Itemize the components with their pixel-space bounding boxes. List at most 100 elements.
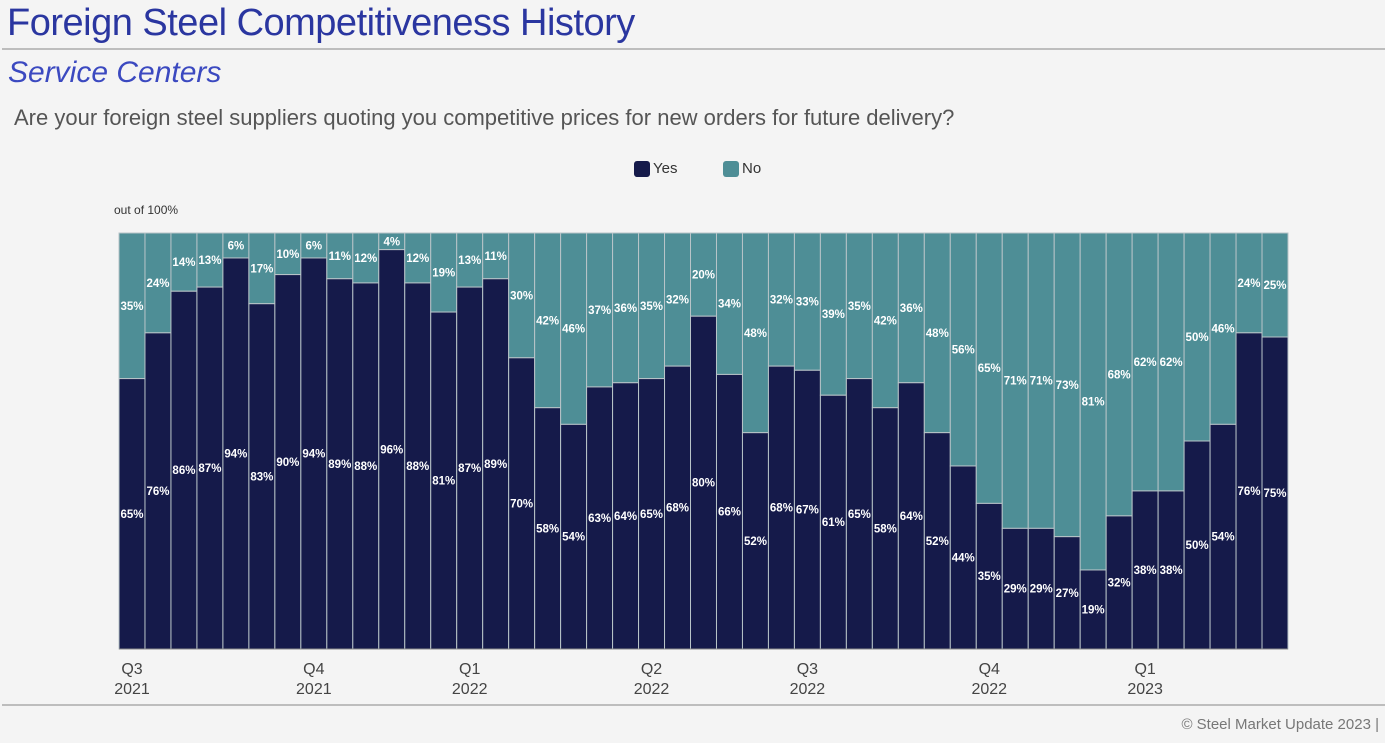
data-label-yes-20: 65% [640,509,663,521]
data-label-yes-19: 64% [614,511,637,523]
bar-yes-43 [1235,332,1263,650]
data-label-yes-35: 29% [1030,584,1053,596]
bar-yes-33 [975,502,1003,650]
data-label-no-40: 62% [1160,357,1183,369]
data-label-no-38: 68% [1108,369,1131,381]
survey-question: Are your foreign steel suppliers quoting… [14,105,955,130]
data-label-yes-3: 87% [198,463,221,475]
data-label-yes-13: 87% [458,463,481,475]
data-label-yes-44: 75% [1263,488,1286,500]
bar-no-5 [248,232,276,305]
bar-yes-16 [534,407,562,650]
x-tick-quarter-4: Q3 [797,661,818,678]
bar-yes-36 [1053,536,1081,650]
data-label-yes-8: 89% [328,459,351,471]
x-tick-quarter-0: Q3 [121,661,142,678]
data-label-no-29: 42% [874,315,897,327]
x-tick-year-3: 2022 [634,681,670,698]
legend-swatch-no [723,160,739,177]
bar-no-7 [300,232,328,259]
data-label-yes-30: 64% [900,511,923,523]
bar-no-23 [715,232,743,375]
data-label-no-41: 50% [1186,332,1209,344]
bar-no-29 [871,232,899,409]
x-tick-year-6: 2023 [1127,681,1163,698]
bar-yes-30 [897,382,925,650]
data-label-yes-15: 70% [510,498,533,510]
bar-yes-26 [793,369,821,650]
legend-swatch-yes [634,160,650,177]
data-label-yes-6: 90% [276,457,299,469]
bar-no-34 [1001,232,1029,529]
data-label-yes-11: 88% [406,461,429,473]
data-label-yes-43: 76% [1238,486,1261,498]
data-label-no-30: 36% [900,303,923,315]
data-label-no-43: 24% [1238,278,1261,290]
x-tick-quarter-6: Q1 [1134,661,1155,678]
data-label-no-18: 37% [588,305,611,317]
data-label-yes-21: 68% [666,503,689,515]
data-label-yes-17: 54% [562,532,585,544]
data-label-yes-22: 80% [692,478,715,490]
data-label-no-10: 4% [383,236,400,248]
data-label-no-39: 62% [1134,357,1157,369]
legend-item-yes[interactable]: Yes [634,160,677,177]
x-tick-quarter-2: Q1 [459,661,480,678]
data-label-no-26: 33% [796,297,819,309]
bar-yes-2 [170,290,198,650]
bar-no-4 [222,232,250,259]
bar-yes-1 [144,332,172,650]
bar-yes-32 [949,465,977,650]
data-label-yes-10: 96% [380,444,403,456]
data-label-no-1: 24% [146,278,169,290]
bar-no-18 [586,232,614,388]
bar-no-28 [845,232,873,380]
legend-item-no[interactable]: No [723,160,761,177]
data-label-no-31: 48% [926,328,949,340]
bar-no-33 [975,232,1003,504]
data-label-yes-26: 67% [796,505,819,517]
bar-yes-40 [1157,490,1185,650]
data-label-no-21: 32% [666,295,689,307]
data-label-no-15: 30% [510,290,533,302]
bar-no-40 [1157,232,1185,492]
data-label-no-24: 48% [744,328,767,340]
bar-yes-39 [1131,490,1159,650]
data-label-no-32: 56% [952,344,975,356]
x-tick-quarter-1: Q4 [303,661,324,678]
bar-no-17 [560,232,588,425]
data-label-yes-24: 52% [744,536,767,548]
bar-no-44 [1261,232,1289,338]
data-label-yes-14: 89% [484,459,507,471]
bar-yes-12 [430,311,458,650]
data-label-no-16: 42% [536,315,559,327]
bar-yes-24 [741,432,769,650]
data-label-no-8: 11% [329,251,351,263]
bar-yes-21 [664,365,692,650]
bar-yes-42 [1209,423,1237,650]
data-label-no-5: 17% [250,263,273,275]
data-label-yes-18: 63% [588,513,611,525]
bar-yes-6 [274,274,302,650]
bar-yes-19 [612,382,640,650]
data-label-no-13: 13% [458,255,481,267]
data-label-yes-36: 27% [1056,588,1079,600]
data-label-yes-7: 94% [302,448,325,460]
data-label-no-14: 11% [484,251,506,263]
x-tick-year-4: 2022 [790,681,826,698]
data-label-no-7: 6% [306,240,323,252]
bar-no-11 [404,232,432,284]
data-label-yes-0: 65% [120,509,143,521]
bar-no-43 [1235,232,1263,334]
data-label-yes-27: 61% [822,517,845,529]
data-label-yes-31: 52% [926,536,949,548]
x-tick-year-2: 2022 [452,681,488,698]
data-label-no-33: 65% [978,363,1001,375]
bar-no-32 [949,232,977,467]
data-label-yes-38: 32% [1108,577,1131,589]
data-label-no-19: 36% [614,303,637,315]
data-label-yes-40: 38% [1160,565,1183,577]
data-label-no-42: 46% [1212,324,1235,336]
data-label-yes-4: 94% [224,448,247,460]
